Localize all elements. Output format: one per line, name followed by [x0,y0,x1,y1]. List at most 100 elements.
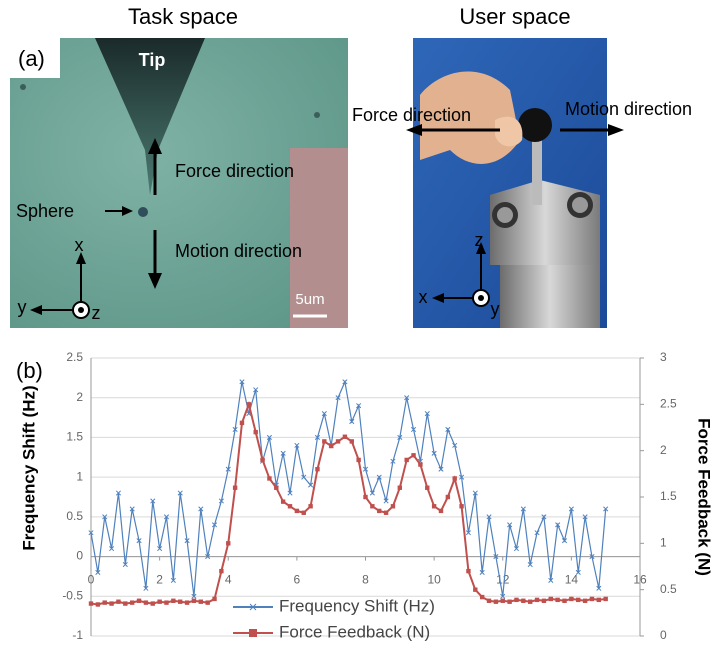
marker [486,598,492,603]
marker [369,490,375,496]
marker [424,411,430,417]
scale-bar-label: 5um [295,291,324,308]
marker [328,443,334,449]
marker [431,504,437,509]
marker [370,504,375,509]
marker [88,530,94,536]
marker [253,429,258,435]
marker [143,600,149,605]
marker [459,504,464,509]
marker [596,585,602,591]
marker [603,506,609,512]
marker [321,411,327,417]
marker [500,598,505,603]
marker [314,434,321,440]
marker [390,504,396,509]
marker [561,538,568,544]
marker [102,514,108,520]
marker [548,577,554,583]
marker [335,395,341,401]
y2-tick-label: 0 [660,628,667,642]
marker [163,514,170,520]
marker [514,597,519,603]
marker [205,554,211,560]
axis-z-label: z [92,303,101,323]
marker [473,587,478,592]
legend-label: Frequency Shift (Hz) [279,596,435,615]
marker [521,598,526,603]
marker [129,506,135,512]
marker [287,490,293,496]
marker [349,439,354,444]
marker [315,467,320,472]
marker [226,541,231,546]
marker [95,602,101,607]
y2-axis-title: Force Feedback (N) [695,418,714,576]
marker [603,596,608,602]
marker [465,530,471,536]
y-axis-title: Frequency Shift (Hz) [19,385,38,550]
marker [534,597,540,603]
x-tick-label: 4 [225,573,232,587]
marker [136,598,142,603]
marker [466,568,471,574]
marker [582,598,588,603]
marker [507,599,512,604]
marker [211,522,218,528]
marker [418,462,423,467]
marker [102,600,107,605]
marker [363,494,368,500]
marker [582,514,588,520]
marker [528,599,533,604]
tip-label: Tip [139,50,166,70]
legend-marker [249,603,257,611]
marker [507,522,513,528]
axes-glyph [432,242,490,307]
axis-z-label: z [475,230,484,250]
marker [362,466,369,472]
marker [411,453,416,458]
marker [109,601,114,606]
marker [287,504,293,509]
marker [164,600,169,605]
marker [520,506,526,512]
marker [452,476,457,481]
marker [445,494,451,500]
legend-label: Force Feedback (N) [279,622,430,641]
marker [596,597,602,603]
marker [404,395,410,401]
marker [575,569,581,576]
marker [301,510,306,515]
marker [123,601,128,606]
marker [157,599,162,604]
marker [383,510,389,515]
panel-label: (b) [16,358,43,383]
marker [541,514,547,520]
marker [548,596,553,602]
marker [390,458,396,464]
marker [493,599,499,604]
marker [486,514,492,520]
y-tick-label: 2 [76,390,83,404]
force-direction-label: Force direction [175,161,294,181]
x-tick-label: 6 [294,573,301,587]
marker [459,474,465,480]
marker [143,585,149,591]
marker [198,599,203,604]
marker [266,434,272,440]
x-tick-label: 2 [156,573,163,587]
marker [555,522,561,528]
marker [569,596,574,602]
marker [356,457,361,463]
marker [335,439,341,444]
marker [109,546,115,552]
motion-direction-label: Motion direction [175,241,302,261]
axis-x-label: x [419,287,428,307]
marker [562,598,567,603]
y-tick-label: 1.5 [66,430,83,444]
marker [178,599,183,604]
marker [397,434,403,440]
y2-tick-label: 3 [660,350,667,364]
marker [589,596,595,602]
